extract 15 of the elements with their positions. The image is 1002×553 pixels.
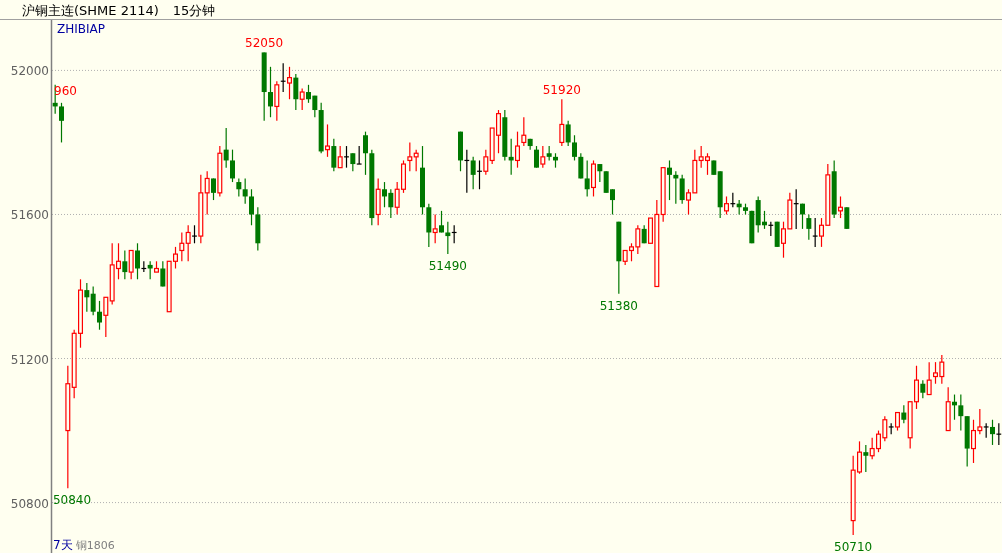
chart-subtitle: 15分钟 xyxy=(172,3,216,18)
annotation: 50840 xyxy=(52,493,92,508)
y-tick-label: 52000 xyxy=(10,64,49,79)
annotation: 52050 xyxy=(245,36,284,51)
y-tick-label: 50800 xyxy=(10,496,49,511)
annotation: 7天 xyxy=(53,538,73,552)
annotation: 51920 xyxy=(542,83,581,98)
annotation: 50710 xyxy=(834,539,873,553)
y-tick-label: 51600 xyxy=(10,208,49,223)
chart-title: 沪铜主连(SHME 2114) xyxy=(22,3,159,18)
annotation: 51380 xyxy=(599,298,638,313)
annotation: 51490 xyxy=(428,259,467,274)
y-tick-label: 51200 xyxy=(10,352,49,367)
annotation: 铜1806 xyxy=(74,539,115,552)
annotation: ZHIBIAP xyxy=(57,22,105,36)
